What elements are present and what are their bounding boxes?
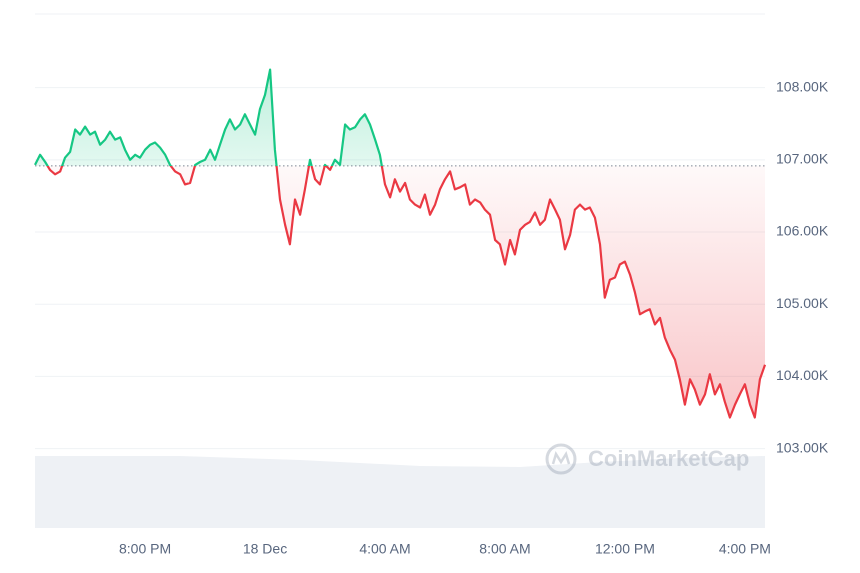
y-tick-label: 103.00K [776,439,829,455]
baseline-area [35,69,765,418]
y-tick-label: 107.00K [776,151,829,167]
x-tick-label: 8:00 AM [479,541,530,557]
y-tick-label: 108.00K [776,78,829,94]
y-tick-label: 105.00K [776,295,829,311]
x-tick-label: 12:00 PM [595,541,655,557]
y-tick-label: 104.00K [776,367,829,383]
volume-area [35,456,765,528]
price-line [34,68,767,419]
x-tick-label: 4:00 AM [359,541,410,557]
y-tick-label: 106.00K [776,223,829,239]
watermark-text: CoinMarketCap [588,446,749,471]
watermark: CoinMarketCap [545,443,749,475]
x-tick-label: 4:00 PM [719,541,771,557]
x-tick-label: 8:00 PM [119,541,171,557]
x-tick-label: 18 Dec [243,541,287,557]
